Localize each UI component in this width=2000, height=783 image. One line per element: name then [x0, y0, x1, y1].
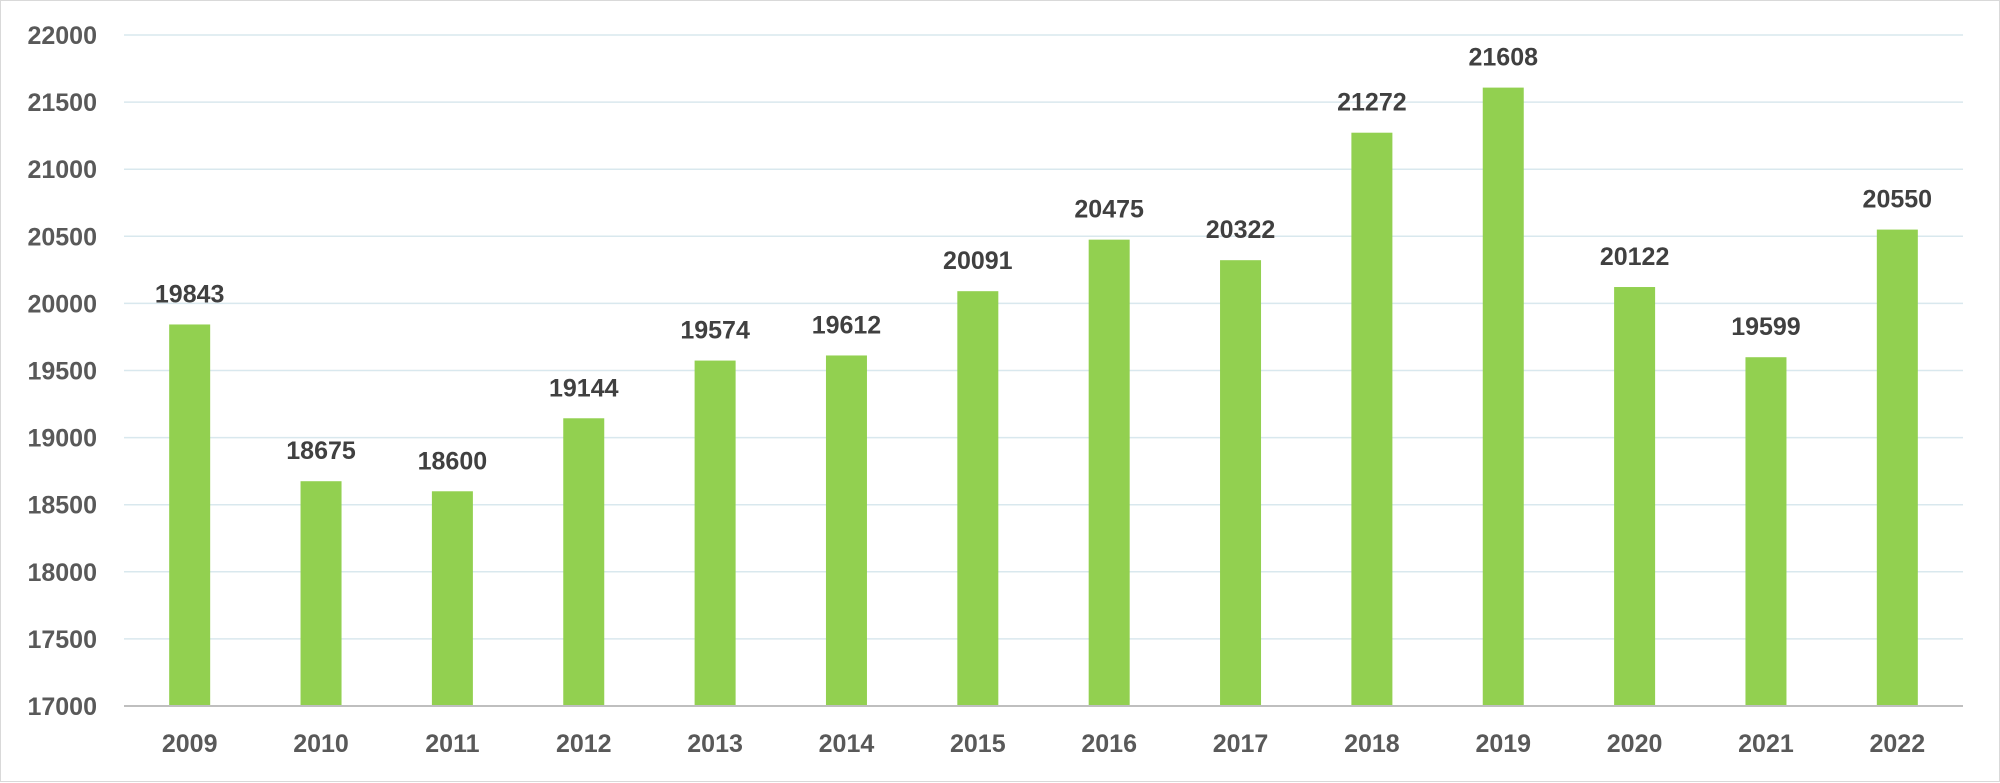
y-tick-label: 21000: [27, 156, 97, 184]
x-tick-label-2015: 2015: [950, 730, 1006, 758]
data-label-2010: 18675: [286, 437, 356, 465]
data-label-2018: 21272: [1337, 89, 1407, 117]
y-tick-label: 20500: [27, 223, 97, 251]
y-tick-label: 20000: [27, 290, 97, 318]
data-label-2017: 20322: [1206, 216, 1276, 244]
data-label-2015: 20091: [943, 247, 1013, 275]
y-tick-label: 19500: [27, 358, 97, 386]
data-labels: 19843 18675 18600 19144 19574 19612 20091 20475…: [155, 44, 1932, 476]
bar-2020: [1614, 287, 1656, 706]
bar-2021: [1745, 357, 1787, 706]
y-axis-tick-labels: 17000 17500 18000 18500 19000 19500 20000 20500…: [27, 22, 97, 721]
bar-2022: [1876, 229, 1918, 706]
bar-2013: [694, 360, 736, 706]
bar-2017: [1220, 260, 1262, 706]
data-label-2022: 20550: [1863, 186, 1933, 214]
bar-2016: [1088, 239, 1130, 706]
x-tick-label-2018: 2018: [1344, 730, 1400, 758]
y-tick-label: 19000: [27, 425, 97, 453]
bar-2011: [431, 491, 473, 706]
data-label-2012: 19144: [549, 374, 619, 402]
data-label-2014: 19612: [812, 311, 882, 339]
x-tick-label-2010: 2010: [293, 730, 349, 758]
bar-2019: [1482, 87, 1524, 707]
data-label-2009: 19843: [155, 280, 225, 308]
x-tick-label-2021: 2021: [1738, 730, 1794, 758]
data-label-2013: 19574: [680, 317, 750, 345]
x-tick-label-2014: 2014: [819, 730, 875, 758]
y-tick-label: 17500: [27, 626, 97, 654]
x-tick-label-2011: 2011: [425, 730, 479, 758]
x-tick-label-2016: 2016: [1081, 730, 1137, 758]
data-label-2020: 20122: [1600, 243, 1670, 271]
data-label-2016: 20475: [1074, 196, 1144, 224]
bars: [169, 87, 1918, 707]
y-tick-label: 17000: [27, 693, 97, 721]
bar-2012: [563, 418, 605, 706]
bar-2010: [300, 481, 342, 706]
x-axis-tick-labels: 2009 2010 2011 2012 2013 2014 2015 2016 2017 2018…: [162, 730, 1925, 758]
bar-2018: [1351, 132, 1393, 706]
y-tick-label: 18500: [27, 492, 97, 520]
x-tick-label-2022: 2022: [1870, 730, 1926, 758]
y-tick-label: 21500: [27, 89, 97, 117]
x-tick-label-2020: 2020: [1607, 730, 1663, 758]
x-tick-label-2017: 2017: [1213, 730, 1269, 758]
y-tick-label: 22000: [27, 22, 97, 50]
y-tick-label: 18000: [27, 559, 97, 587]
x-tick-label-2012: 2012: [556, 730, 612, 758]
x-tick-label-2019: 2019: [1475, 730, 1531, 758]
gridlines: [124, 34, 1963, 640]
data-label-2011: 18600: [418, 447, 488, 475]
bar-2015: [957, 291, 999, 706]
x-tick-label-2009: 2009: [162, 730, 218, 758]
data-label-2019: 21608: [1468, 44, 1538, 72]
bar-2009: [169, 324, 211, 706]
bar-2014: [825, 355, 867, 706]
x-tick-label-2013: 2013: [687, 730, 743, 758]
data-label-2021: 19599: [1731, 313, 1801, 341]
